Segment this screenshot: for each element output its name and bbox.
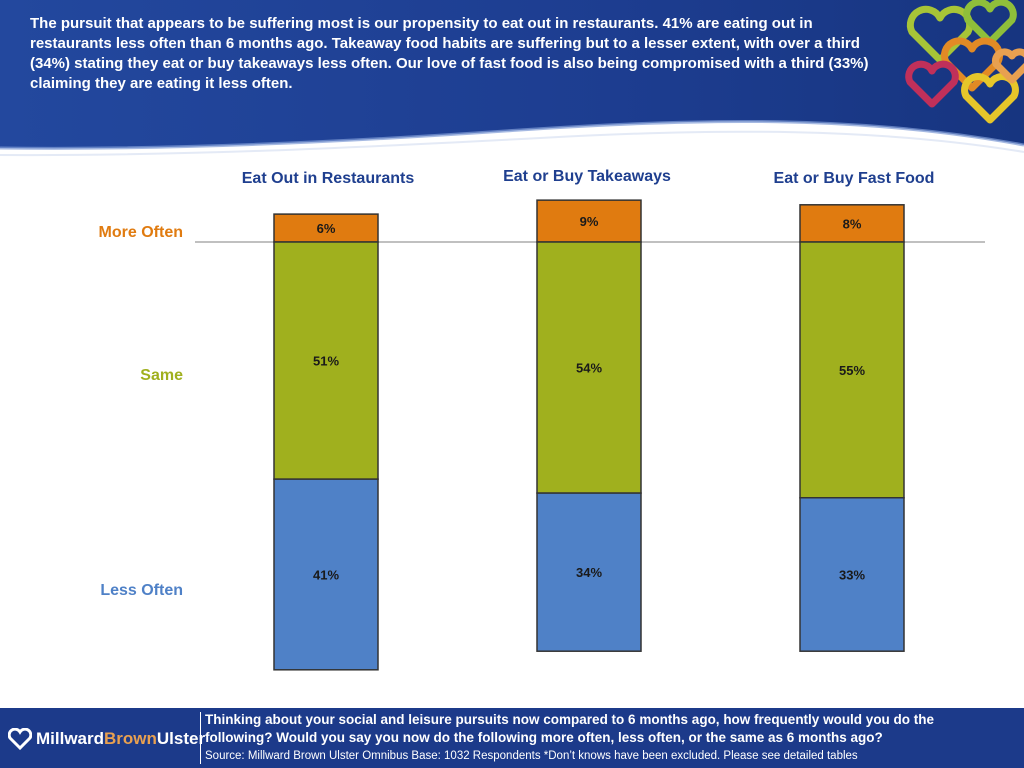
logo-text-millward: Millward — [36, 729, 105, 748]
diamond-heart-icon — [8, 728, 32, 750]
data-label-same-1: 51% — [313, 354, 339, 369]
data-label-same-3: 55% — [839, 363, 865, 378]
bar-more-often-1 — [273, 213, 379, 243]
logo-text-brown: Brown — [104, 729, 157, 748]
footer-bar — [0, 708, 1024, 768]
header-banner — [0, 0, 1024, 157]
bar-less-often-1 — [273, 478, 379, 671]
data-label-less-often-3: 33% — [839, 567, 865, 582]
category-title-fast-food: Eat or Buy Fast Food — [773, 170, 935, 187]
company-logo: Millward Brown Ulster — [8, 728, 205, 750]
hearts-logo-icon — [905, 0, 1024, 124]
bar-same-2 — [536, 241, 642, 494]
data-label-less-often-2: 34% — [576, 565, 602, 580]
data-label-more-often-2: 9% — [580, 214, 599, 229]
bar-less-often-3 — [799, 497, 905, 652]
survey-question: Thinking about your social and leisure p… — [205, 712, 935, 745]
data-label-same-2: 54% — [576, 361, 602, 376]
stacked-bar-chart: 6% 51% 41% 9% 54% 34% 8% 55% 33% — [195, 199, 985, 671]
logo-text-ulster: Ulster — [156, 729, 206, 748]
category-title-restaurants: Eat Out in Restaurants — [241, 170, 415, 187]
data-label-more-often-3: 8% — [843, 216, 862, 231]
row-label-same: Same — [140, 367, 183, 384]
bar-same-3 — [799, 241, 905, 499]
bar-more-often-3 — [799, 204, 905, 243]
bar-same-1 — [273, 241, 379, 480]
footer-divider — [200, 712, 201, 764]
bar-less-often-2 — [536, 492, 642, 652]
data-label-more-often-1: 6% — [317, 221, 336, 236]
intro-text: The pursuit that appears to be suffering… — [30, 15, 869, 92]
data-label-less-often-1: 41% — [313, 567, 339, 582]
row-label-less-often: Less Often — [100, 582, 183, 599]
category-title-takeaways: Eat or Buy Takeaways — [503, 168, 671, 185]
row-label-more-often: More Often — [98, 224, 183, 241]
bar-more-often-2 — [536, 199, 642, 243]
source-note: Source: Millward Brown Ulster Omnibus Ba… — [205, 750, 858, 762]
